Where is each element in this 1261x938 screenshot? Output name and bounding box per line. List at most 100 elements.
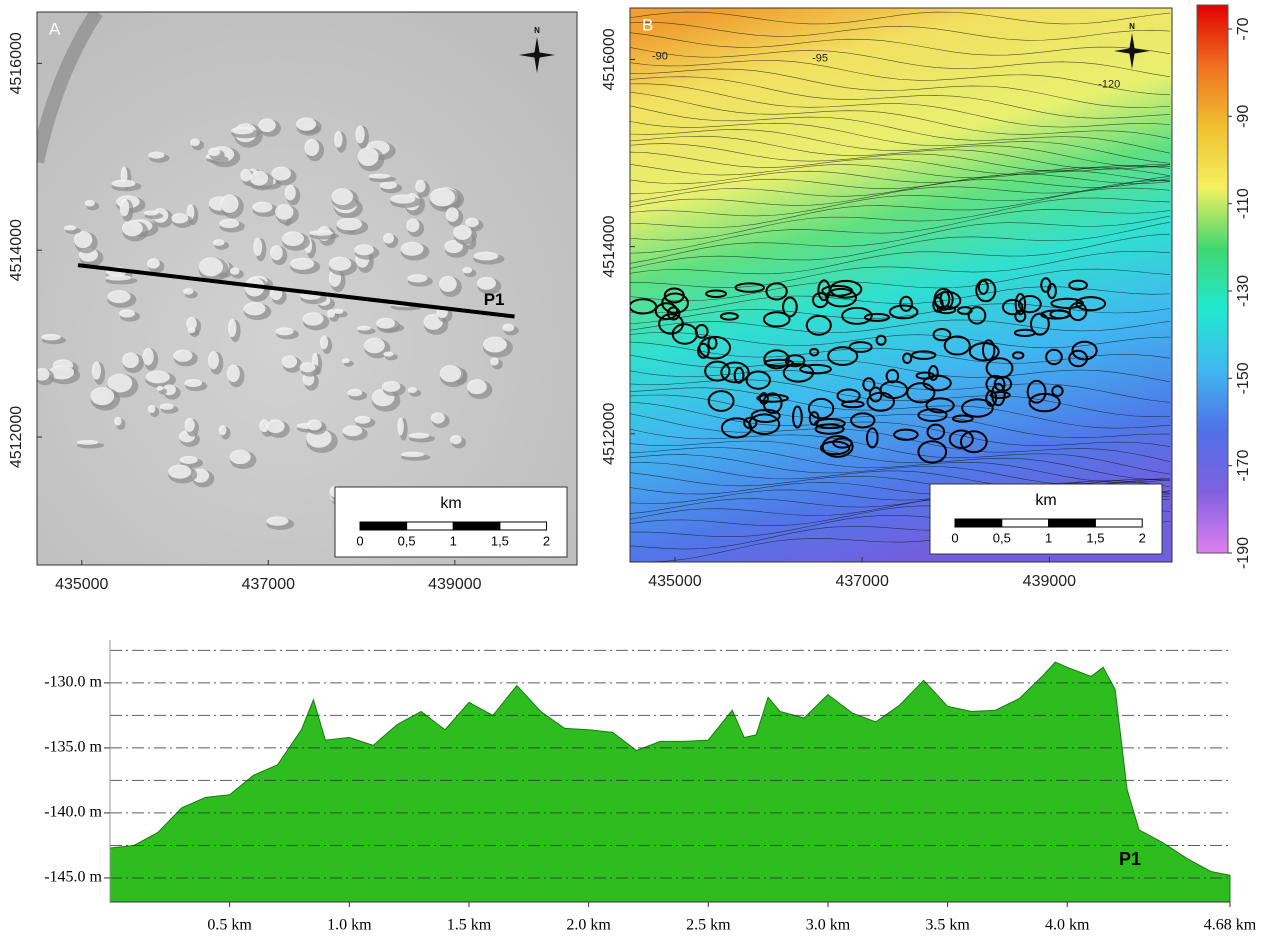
seafloor-relief	[148, 405, 156, 413]
colorbar-tick-label: -110	[1235, 188, 1252, 219]
x-tick-label: 3.0 km	[806, 917, 851, 934]
seafloor-relief	[111, 180, 135, 188]
seafloor-relief	[440, 365, 461, 382]
y-tick-label: 4512000	[601, 403, 618, 465]
seafloor-relief	[282, 231, 304, 246]
north-label: N	[534, 26, 540, 35]
seafloor-relief	[228, 319, 237, 337]
seafloor-relief	[483, 337, 507, 353]
scale-bar-title: km	[440, 495, 461, 512]
map-body	[35, 12, 577, 565]
colorbar-tick-label: -150	[1235, 362, 1252, 394]
seafloor-relief	[401, 242, 424, 256]
scale-bar-title: km	[1035, 492, 1056, 509]
seafloor-relief	[220, 194, 238, 213]
seafloor-relief	[244, 302, 266, 315]
seafloor-relief	[183, 288, 193, 295]
seafloor-relief	[364, 338, 385, 354]
colorbar-tick-label: -70	[1235, 17, 1252, 40]
seafloor-relief	[119, 309, 135, 317]
seafloor-relief	[184, 418, 194, 432]
seafloor-relief	[41, 334, 61, 341]
seafloor-relief	[240, 169, 251, 181]
seafloor-relief	[409, 433, 430, 439]
colorbar	[1197, 5, 1228, 553]
seafloor-relief	[92, 362, 101, 380]
seafloor-relief	[401, 452, 425, 457]
seafloor-relief	[114, 417, 121, 426]
scale-bar-segment	[1049, 519, 1096, 527]
y-tick-label: -145.0 m	[44, 869, 102, 886]
seafloor-relief	[188, 327, 196, 333]
contour-label: -90	[652, 51, 668, 63]
y-tick-label: -140.0 m	[44, 804, 102, 821]
y-tick-label: 4514000	[8, 219, 25, 281]
x-tick-label: 0.5 km	[207, 917, 252, 934]
seafloor-relief	[383, 233, 394, 244]
seafloor-relief	[180, 456, 198, 464]
seafloor-relief	[474, 252, 499, 261]
seafloor-relief	[173, 349, 192, 361]
seafloor-relief	[275, 204, 293, 220]
seafloor-relief	[490, 357, 499, 365]
x-tick-label: 3.5 km	[925, 917, 970, 934]
panel-label: B	[642, 15, 653, 34]
colorbar-tick-label: -170	[1235, 450, 1252, 482]
seafloor-relief	[171, 213, 188, 223]
seafloor-relief	[282, 355, 297, 368]
seafloor-relief	[307, 419, 322, 430]
scale-bar-label: 0	[951, 530, 958, 545]
seafloor-relief	[285, 185, 296, 200]
scale-bar-label: 1	[450, 533, 457, 548]
colorbar-tick-label: -90	[1235, 105, 1252, 128]
seafloor-relief	[439, 276, 457, 292]
seafloor-relief	[252, 202, 272, 213]
contour-label: -95	[812, 52, 828, 64]
seafloor-relief	[250, 171, 268, 186]
seafloor-relief	[208, 148, 220, 156]
map-body: -90-95-120	[630, 8, 1172, 562]
seafloor-relief	[258, 118, 275, 132]
seafloor-relief	[266, 516, 288, 525]
seafloor-relief	[376, 318, 395, 329]
seafloor-relief	[142, 348, 153, 365]
x-tick-label: 437000	[835, 573, 888, 590]
north-label: N	[1129, 22, 1135, 31]
seafloor-relief	[406, 218, 419, 232]
y-tick-label: 4516000	[8, 32, 25, 94]
x-tick-label: 439000	[428, 576, 481, 593]
seafloor-relief	[342, 358, 350, 363]
seafloor-relief	[304, 139, 319, 156]
scale-bar-segment	[360, 522, 407, 530]
scale-bar-label: 1,5	[491, 533, 509, 548]
profile-annotation: P1	[1119, 849, 1141, 869]
seafloor-relief	[77, 440, 99, 445]
seafloor-relief	[309, 230, 333, 236]
seafloor-relief	[160, 403, 174, 410]
seafloor-relief	[397, 417, 403, 435]
scale-bar-label: 0	[356, 533, 363, 548]
seafloor-relief	[208, 351, 219, 369]
seafloor-relief	[407, 274, 427, 282]
seafloor-relief	[446, 207, 459, 222]
x-tick-label: 437000	[242, 576, 295, 593]
seafloor-relief	[358, 147, 379, 166]
x-tick-label: 439000	[1023, 573, 1076, 590]
seafloor-relief	[144, 210, 159, 215]
seafloor-relief	[146, 371, 170, 384]
seafloor-relief	[122, 220, 143, 236]
seafloor-relief	[271, 167, 291, 181]
scale-bar-segment	[500, 522, 547, 530]
scale-bar-label: 1	[1045, 530, 1052, 545]
seafloor-relief	[106, 275, 131, 281]
seafloor-relief	[462, 267, 472, 273]
scale-bar-label: 2	[543, 533, 550, 548]
y-tick-label: 4516000	[601, 28, 618, 90]
figure: AN43500043700043900045120004514000451600…	[0, 0, 1261, 938]
seafloor-relief	[334, 131, 343, 148]
seafloor-relief	[453, 225, 472, 240]
profile-label: P1	[484, 290, 505, 309]
seafloor-relief	[383, 352, 393, 357]
seafloor-relief	[148, 152, 164, 159]
seafloor-relief	[502, 324, 514, 332]
